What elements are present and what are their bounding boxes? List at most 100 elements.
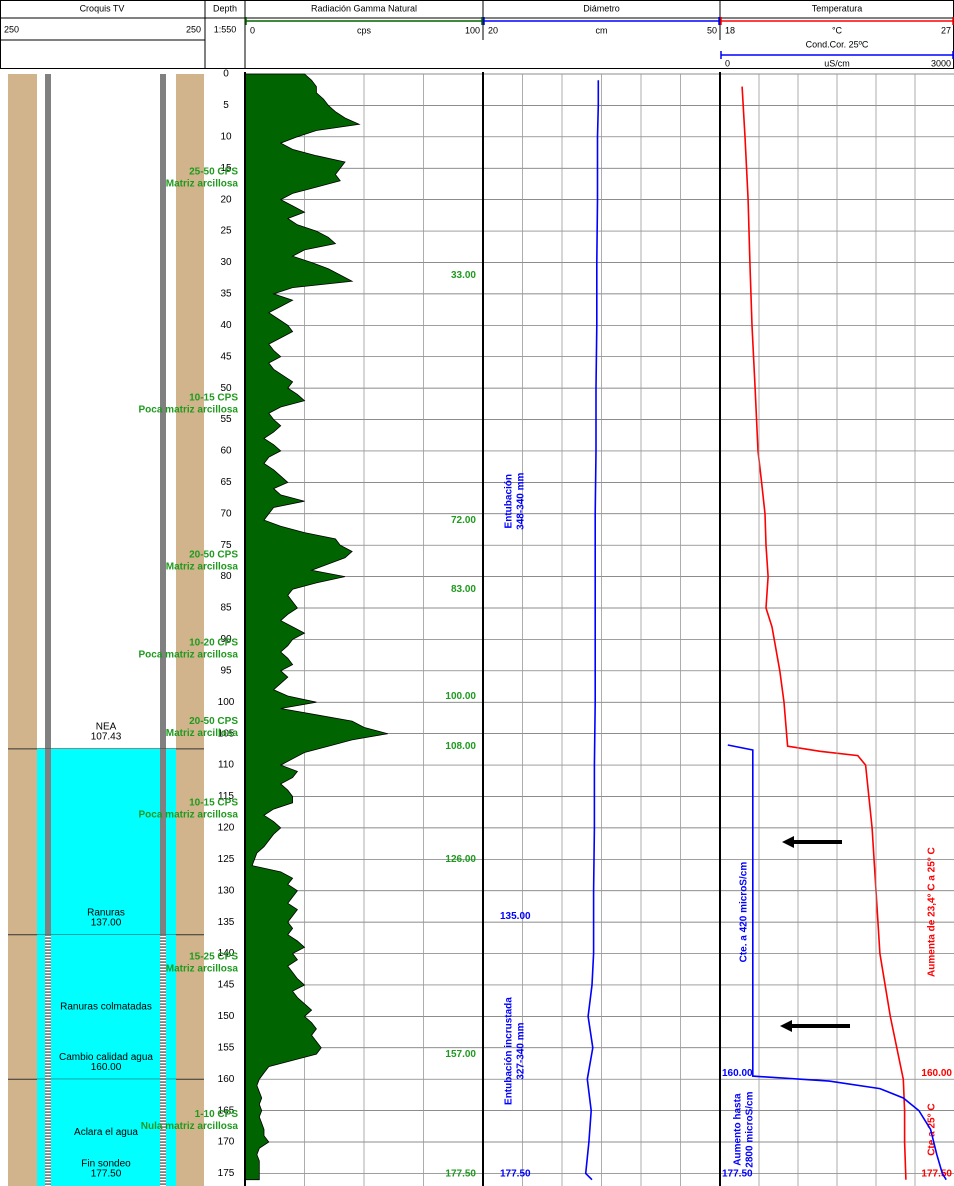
borehole-wall (176, 74, 204, 1186)
scale-min: 0 (250, 25, 255, 35)
depth-title: Depth (213, 3, 237, 13)
scale-unit: °C (832, 25, 843, 35)
depth-tick-label: 90 (220, 634, 232, 645)
depth-tick-label: 160 (218, 1074, 235, 1085)
zone-annotation: Nula matriz arcillosa (141, 1121, 239, 1132)
casing-slots (160, 1079, 166, 1186)
zone-depth-label: 137.00 (91, 917, 122, 928)
depth-tick-label: 35 (220, 289, 232, 300)
sketch-zone (37, 934, 176, 1080)
zone-annotation: 25-50 CPS (189, 166, 238, 177)
arrows (780, 836, 850, 1032)
scale-max: 50 (707, 25, 717, 35)
depth-tick-label: 0 (223, 69, 229, 80)
sketch-title: Croquis TV (80, 3, 125, 13)
zone-depth-label: 177.50 (91, 1169, 122, 1180)
zone-annotation: 10-15 CPS (189, 798, 238, 809)
depth-tick-label: 150 (218, 1011, 235, 1022)
depth-tick-label: 30 (220, 257, 232, 268)
depth-tick-label: 20 (220, 194, 232, 205)
zone-annotation: Poca matriz arcillosa (139, 649, 239, 660)
scale-max: 27 (941, 25, 951, 35)
track-title: Radiación Gamma Natural (311, 3, 417, 13)
depth-tick-label: 120 (218, 823, 235, 834)
curve (741, 86, 907, 1180)
arrow (782, 836, 842, 848)
scale-unit: cm (596, 25, 608, 35)
zone-name: Ranuras (87, 907, 125, 918)
zone-name: Fin sondeo (81, 1159, 131, 1170)
zone-description: Ranuras colmatadas (60, 1002, 152, 1013)
casing (160, 74, 166, 749)
zone-depth-label: 33.00 (451, 270, 476, 281)
zone-name: Cambio calidad agua (59, 1052, 153, 1063)
zone-annotation: 1-10 CPS (195, 1109, 239, 1120)
zone-depth-label: 160.00 (91, 1062, 122, 1073)
zone-depth-label: 107.43 (91, 732, 122, 743)
depth-tick-label: 125 (218, 854, 235, 865)
zone-annotation: Entubación incrustada (504, 997, 515, 1105)
depth-tick-label: 50 (220, 383, 232, 394)
zone-annotation: 20-50 CPS (189, 716, 238, 727)
zone-annotation: Cte. a 420 microS/cm (739, 862, 750, 963)
depth-tick-label: 95 (220, 665, 232, 676)
casing-slots (45, 934, 51, 1080)
zone-name: NEA (96, 722, 117, 733)
zone-depth-label: 177.50 (500, 1169, 531, 1180)
scale-max: 100 (465, 25, 480, 35)
casing-slots (160, 934, 166, 1080)
depth-tick-label: 15 (220, 163, 232, 174)
zone-annotation: 327-340 mm (516, 1022, 527, 1079)
depth-tick-label: 155 (218, 1042, 235, 1053)
casing (45, 748, 51, 935)
depth-tick-label: 40 (220, 320, 232, 331)
scale-unit: uS/cm (824, 58, 850, 68)
track-title: Temperatura (812, 3, 863, 13)
depth-tick-label: 70 (220, 508, 232, 519)
zone-depth-label: 100.00 (445, 691, 476, 702)
zone-depth-label: 72.00 (451, 515, 476, 526)
sketch-scale-left: 250 (4, 24, 19, 34)
zone-annotation: Cte a 25° C (927, 1103, 938, 1155)
depth-tick-label: 10 (220, 131, 232, 142)
depth-tick-label: 60 (220, 446, 232, 457)
track-title: Cond.Cor. 25ºC (806, 39, 869, 49)
depth-tick-label: 145 (218, 980, 235, 991)
depth-tick-label: 5 (223, 100, 229, 111)
zone-depth-label: 157.00 (445, 1049, 476, 1060)
depth-tick-label: 100 (218, 697, 235, 708)
plot-area: 0 5 10 15 20 25 30 35 40 45 50 55 60 65 70 75 80 85 90 95 10… (4, 3, 954, 1186)
sketch-scale-right: 250 (186, 24, 201, 34)
scale-min: 0 (725, 58, 730, 68)
depth-tick-label: 75 (220, 540, 232, 551)
sketch-zone (37, 748, 176, 935)
depth-tick-label: 110 (218, 760, 234, 771)
zone-annotation: Matriz arcillosa (166, 178, 239, 189)
track-borders (244, 72, 721, 1186)
zone-annotation: Aumento hasta (733, 1093, 744, 1166)
zone-depth-label: 83.00 (451, 584, 476, 595)
depth-tick-label: 25 (220, 226, 232, 237)
casing-slots (45, 1079, 51, 1186)
zone-annotation: 10-20 CPS (189, 637, 238, 648)
arrow (780, 1020, 850, 1032)
zone-annotation: Poca matriz arcillosa (139, 404, 239, 415)
depth-tick-label: 65 (220, 477, 232, 488)
zone-depth-label: 160.00 (722, 1068, 753, 1079)
depth-tick-label: 85 (220, 603, 232, 614)
curve (727, 744, 947, 1181)
zone-depth-label: 108.00 (445, 741, 476, 752)
depth-scale: 1:550 (214, 24, 237, 34)
depth-tick-label: 45 (220, 351, 232, 362)
zone-annotation: Matriz arcillosa (166, 562, 239, 573)
sketch-zone (37, 1079, 176, 1186)
zone-annotation: Matriz arcillosa (166, 728, 239, 739)
borehole-wall (8, 74, 37, 1186)
zone-depth-label: 160.00 (921, 1068, 952, 1079)
zone-depth-label: 177.50 (722, 1169, 753, 1180)
zone-annotation: Aumenta de 23,4° C a 25° C (927, 847, 938, 977)
depth-tick-label: 55 (220, 414, 232, 425)
